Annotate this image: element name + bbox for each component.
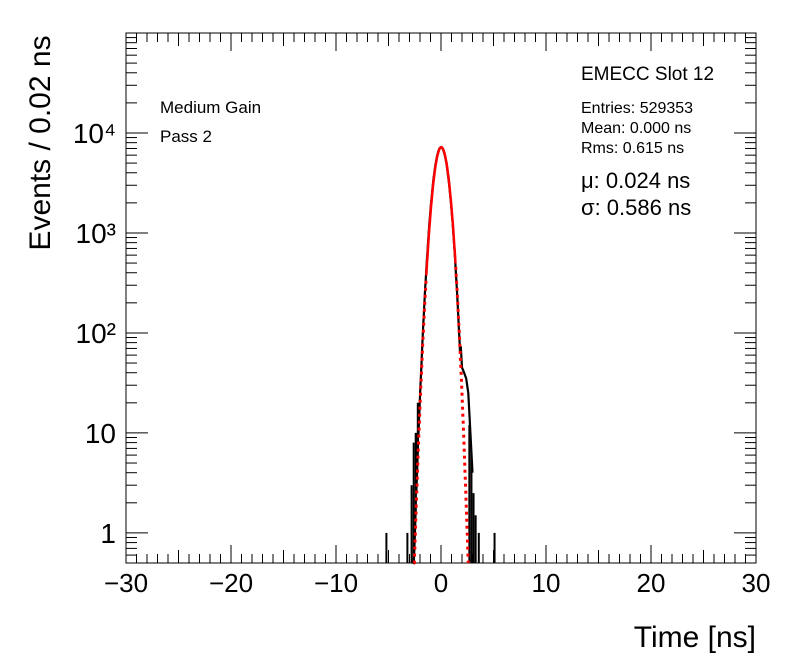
x-tick-label: 0 [434, 568, 448, 598]
y-axis-label: Events / 0.02 ns [24, 35, 57, 250]
x-tick-label: 30 [742, 568, 771, 598]
x-axis-label: Time [ns] [634, 621, 756, 654]
x-tick-label: −30 [104, 568, 148, 598]
gaussian-fit-series [412, 145, 470, 565]
y-tick-label: 10⁴ [73, 118, 116, 149]
x-tick-label: 20 [637, 568, 666, 598]
annotation-pass: Pass 2 [160, 127, 212, 146]
fit-curve-wing-left [412, 279, 428, 565]
stats-rms: Rms: 0.615 ns [581, 140, 684, 157]
y-tick-label: 10³ [76, 218, 116, 249]
fit-sigma-label: σ: 0.586 ns [581, 195, 691, 220]
chart-title: EMECC Slot 12 [581, 64, 714, 85]
x-tick-label: −10 [314, 568, 358, 598]
annotation-gain: Medium Gain [160, 98, 261, 117]
y-tick-label: 10 [85, 418, 116, 449]
x-tick-label: 10 [532, 568, 561, 598]
fit-mu-label: μ: 0.024 ns [581, 168, 690, 193]
histogram-series [385, 146, 496, 565]
x-axis: −30 −20 −10 0 10 20 30 [104, 33, 771, 598]
fit-curve-wing-right [454, 266, 470, 564]
stats-entries: Entries: 529353 [581, 100, 693, 117]
y-tick-label: 10² [76, 318, 116, 349]
fit-curve-core [425, 145, 457, 276]
x-tick-label: −20 [209, 568, 253, 598]
y-tick-label: 1 [100, 518, 116, 549]
histogram-outline [412, 146, 474, 565]
y-axis: 1 10 10² 10³ 10⁴ [73, 37, 756, 564]
stats-mean: Mean: 0.000 ns [581, 120, 691, 137]
